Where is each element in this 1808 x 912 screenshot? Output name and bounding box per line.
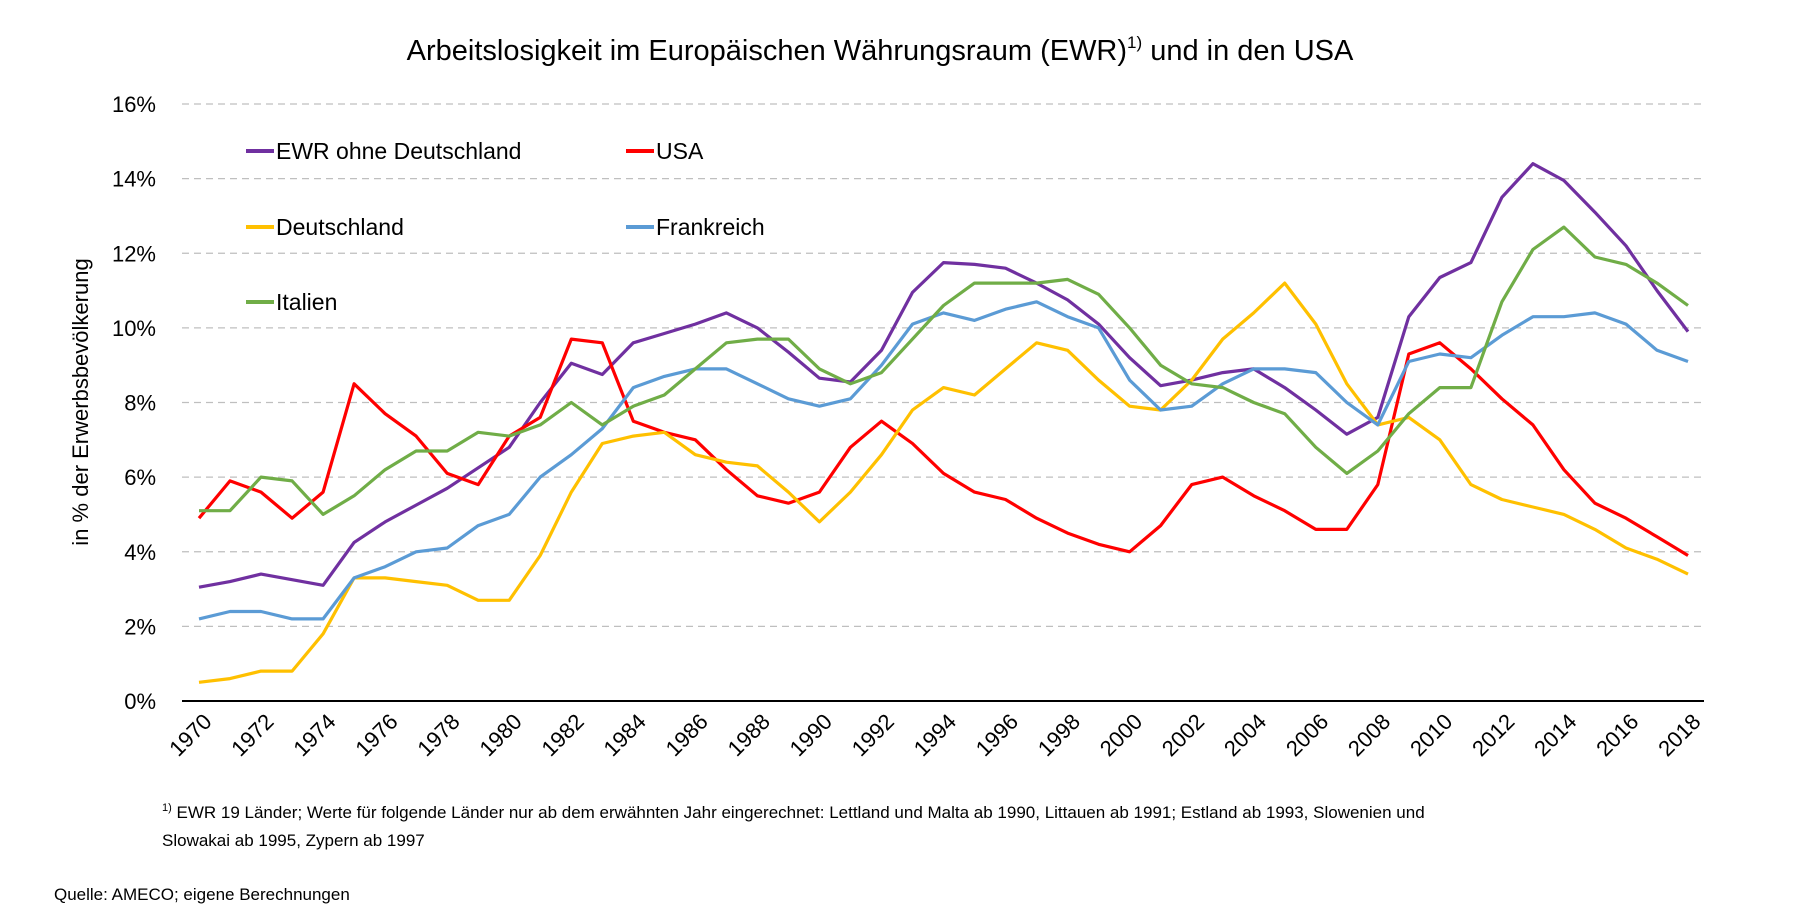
series-line-ewr-ohne-deutschland	[198, 162, 1690, 589]
x-tick-label: 2002	[1157, 709, 1209, 761]
y-tick-label: 10%	[112, 316, 156, 341]
series-line-deutschland	[198, 281, 1689, 684]
x-tick-label: 2006	[1281, 709, 1333, 761]
chart-title: Arbeitslosigkeit im Europäischen Währung…	[407, 33, 1354, 67]
x-tick-label: 2016	[1591, 709, 1643, 761]
legend-item: Deutschland	[246, 214, 404, 240]
x-tick-label: 1978	[412, 709, 464, 761]
y-tick-label: 16%	[112, 92, 156, 117]
x-tick-label: 1974	[288, 709, 340, 761]
y-tick-label: 6%	[124, 465, 156, 490]
series-line-italien	[199, 225, 1689, 516]
legend-label: EWR ohne Deutschland	[276, 138, 521, 164]
x-tick-label: 1990	[785, 709, 837, 761]
x-tick-label: 1988	[723, 709, 775, 761]
y-tick-label: 4%	[124, 540, 156, 565]
y-tick-label: 8%	[124, 391, 156, 416]
legend-label: Deutschland	[276, 214, 404, 240]
source-note: Quelle: AMECO; eigene Berechnungen	[54, 885, 350, 904]
x-tick-label: 2018	[1653, 709, 1705, 761]
x-tick-label: 2004	[1219, 709, 1271, 761]
x-tick-label: 1976	[350, 709, 402, 761]
legend-item: USA	[626, 138, 704, 164]
y-tick-label: 2%	[124, 614, 156, 639]
x-tick-label: 1982	[536, 709, 588, 761]
x-tick-label: 1970	[164, 709, 216, 761]
series-line-usa	[197, 337, 1689, 557]
legend-label: USA	[656, 138, 704, 164]
series-line-frankreich	[198, 300, 1689, 621]
x-tick-label: 1980	[474, 709, 526, 761]
x-tick-label: 2014	[1529, 709, 1581, 761]
x-tick-label: 1986	[661, 709, 713, 761]
x-tick-label: 1984	[599, 709, 651, 761]
x-tick-label: 2008	[1343, 709, 1395, 761]
x-tick-label: 2010	[1405, 709, 1457, 761]
x-tick-label: 2000	[1095, 709, 1147, 761]
legend-item: EWR ohne Deutschland	[246, 138, 521, 164]
x-tick-label: 1998	[1033, 709, 1085, 761]
y-axis-title: in % der Erwerbsbevölkerung	[68, 258, 93, 545]
y-tick-label: 12%	[112, 241, 156, 266]
x-tick-label: 1994	[909, 709, 961, 761]
legend-label: Italien	[276, 289, 337, 315]
legend-label: Frankreich	[656, 214, 765, 240]
footnote-line-1: 1) EWR 19 Länder; Werte für folgende Län…	[162, 802, 1425, 822]
legend-item: Frankreich	[626, 214, 765, 240]
x-tick-label: 1972	[226, 709, 278, 761]
x-tick-label: 2012	[1467, 709, 1519, 761]
x-tick-label: 1992	[847, 709, 899, 761]
footnote-line-2: Slowakai ab 1995, Zypern ab 1997	[162, 831, 425, 850]
x-tick-label: 1996	[971, 709, 1023, 761]
y-tick-label: 0%	[124, 689, 156, 714]
legend-item: Italien	[246, 289, 337, 315]
y-tick-label: 14%	[112, 167, 156, 192]
